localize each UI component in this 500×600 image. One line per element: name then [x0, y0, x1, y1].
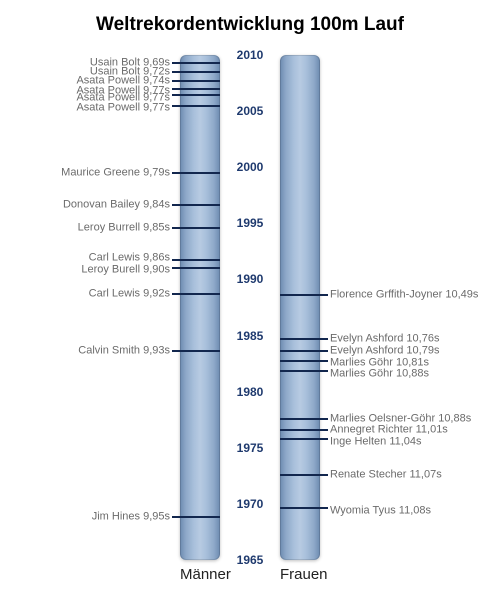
record-line	[172, 94, 220, 96]
record-line	[280, 438, 328, 440]
record-line	[172, 350, 220, 352]
record-label: Carl Lewis 9,92s	[89, 289, 170, 300]
year-label: 1985	[230, 329, 270, 343]
year-label: 1975	[230, 441, 270, 455]
record-line	[172, 267, 220, 269]
record-label: Carl Lewis 9,86s	[89, 253, 170, 264]
record-line	[172, 88, 220, 90]
year-label: 2000	[230, 160, 270, 174]
year-label: 1965	[230, 553, 270, 567]
record-line	[172, 516, 220, 518]
record-line	[280, 418, 328, 420]
record-label: Evelyn Ashford 10,76s	[330, 333, 439, 344]
men-bar	[180, 55, 220, 560]
chart-title: Weltrekordentwicklung 100m Lauf	[0, 0, 500, 36]
record-label: Renate Stecher 11,07s	[330, 469, 442, 480]
year-label: 2010	[230, 48, 270, 62]
record-line	[172, 259, 220, 261]
record-line	[172, 62, 220, 64]
record-label: Jim Hines 9,95s	[92, 512, 170, 523]
men-column-label: Männer	[180, 566, 220, 583]
women-bar	[280, 55, 320, 560]
record-line	[172, 80, 220, 82]
women-column-label: Frauen	[280, 566, 320, 583]
record-label: Florence Grffith-Joyner 10,49s	[330, 290, 478, 301]
record-label: Leroy Burell 9,90s	[81, 265, 170, 276]
year-label: 1995	[230, 216, 270, 230]
record-label: Inge Helten 11,04s	[330, 436, 422, 447]
record-line	[172, 204, 220, 206]
year-label: 1980	[230, 385, 270, 399]
record-label: Donovan Bailey 9,84s	[63, 200, 170, 211]
record-line	[280, 360, 328, 362]
record-line	[280, 370, 328, 372]
timeline-stage: 1965197019751980198519901995200020052010…	[0, 55, 500, 560]
record-line	[280, 338, 328, 340]
record-label: Evelyn Ashford 10,79s	[330, 346, 439, 357]
record-line	[172, 71, 220, 73]
record-line	[172, 293, 220, 295]
record-label: Calvin Smith 9,93s	[78, 346, 170, 357]
record-label: Marlies Göhr 10,88s	[330, 369, 429, 380]
record-line	[280, 429, 328, 431]
record-line	[280, 474, 328, 476]
record-label: Annegret Richter 11,01s	[330, 424, 448, 435]
record-line	[172, 172, 220, 174]
record-label: Wyomia Tyus 11,08s	[330, 506, 431, 517]
record-line	[172, 227, 220, 229]
record-label: Maurice Greene 9,79s	[61, 167, 170, 178]
record-line	[280, 294, 328, 296]
record-label: Asata Powell 9,77s	[76, 102, 170, 113]
year-label: 1990	[230, 272, 270, 286]
record-line	[280, 507, 328, 509]
year-label: 1970	[230, 497, 270, 511]
record-line	[280, 350, 328, 352]
year-label: 2005	[230, 104, 270, 118]
record-line	[172, 105, 220, 107]
record-label: Leroy Burrell 9,85s	[78, 222, 170, 233]
